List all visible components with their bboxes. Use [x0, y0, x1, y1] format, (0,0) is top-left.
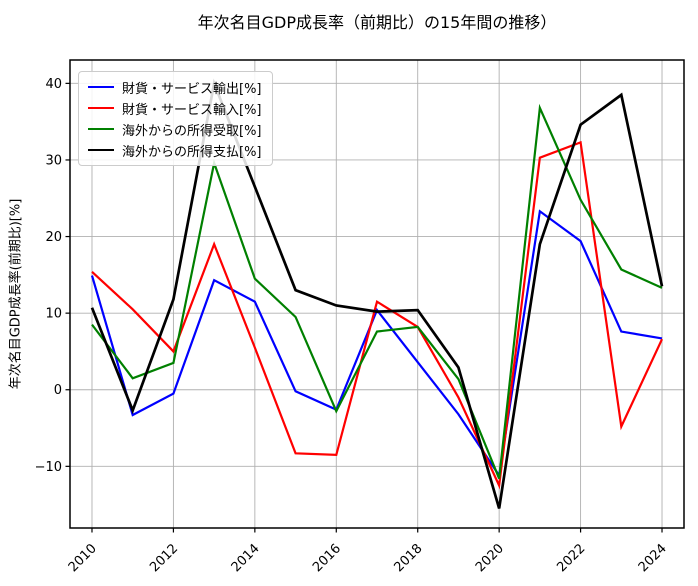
x-tick-label: 2020 — [473, 541, 507, 575]
legend-item: 海外からの所得支払[%] — [88, 141, 262, 160]
legend-line-swatch-1 — [88, 106, 114, 110]
legend-item: 財貨・サービス輸入[%] — [88, 99, 262, 118]
series-line-0 — [90, 209, 663, 479]
legend-line-swatch-3 — [88, 148, 114, 152]
series-line-2 — [91, 103, 663, 480]
x-tick-label: 2016 — [310, 541, 344, 575]
series-line-3 — [90, 78, 664, 509]
x-tick-label: 2014 — [229, 541, 263, 575]
y-tick-label: 10 — [45, 307, 62, 322]
legend: 財貨・サービス輸出[%] 財貨・サービス輸入[%] 海外からの所得受取[%] 海外から… — [78, 71, 273, 166]
legend-item-label: 財貨・サービス輸出[%] — [122, 81, 262, 97]
x-tick-label: 2022 — [554, 541, 588, 575]
legend-item-label: 海外からの所得受取[%] — [122, 123, 262, 139]
x-tick-label: 2018 — [392, 541, 426, 575]
legend-item: 財貨・サービス輸出[%] — [88, 78, 262, 97]
chart-title: 年次名目GDP成長率（前期比）の15年間の推移） — [197, 13, 557, 32]
series-line-1 — [91, 140, 664, 490]
legend-line-swatch-2 — [88, 127, 114, 131]
y-tick-label: 30 — [45, 153, 62, 168]
legend-item-label: 海外からの所得支払[%] — [122, 144, 262, 160]
y-tick-label: −10 — [35, 460, 62, 475]
legend-item-label: 財貨・サービス輸入[%] — [122, 102, 262, 118]
y-tick-label: 40 — [45, 77, 62, 92]
y-tick-label: 20 — [45, 230, 62, 245]
y-axis-label: 年次名目GDP成長率(前期比)[%] — [8, 198, 24, 390]
plot-border — [69, 59, 685, 529]
legend-line-swatch-0 — [88, 85, 114, 89]
x-tick-label: 2012 — [147, 541, 181, 575]
x-tick-label: 2024 — [636, 541, 670, 575]
legend-item: 海外からの所得受取[%] — [88, 120, 262, 139]
y-tick-label: 0 — [54, 383, 62, 398]
x-tick-label: 2010 — [66, 541, 100, 575]
